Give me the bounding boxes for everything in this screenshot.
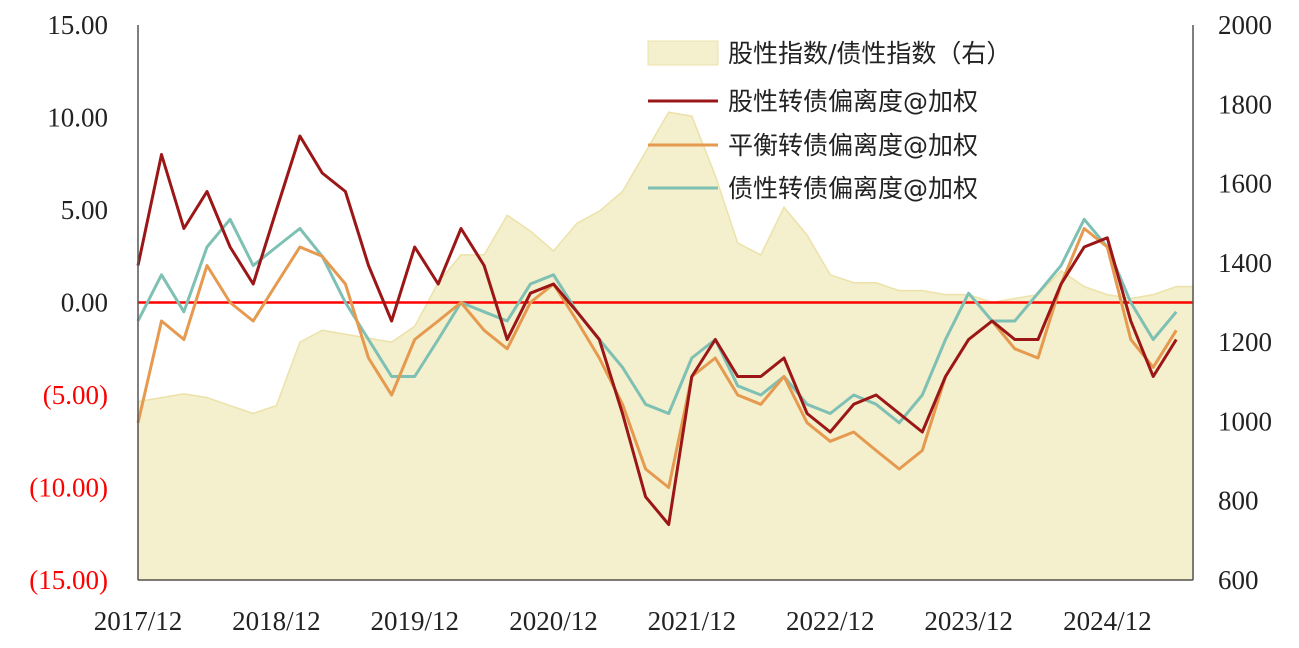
right-tick-label: 1200 — [1218, 327, 1272, 357]
left-y-axis: 15.00 10.00 5.00 0.00 (5.00) (10.00) (15.00) — [29, 10, 108, 595]
right-y-axis: 2000 1800 1600 1400 1200 1000 800 600 — [1218, 10, 1272, 595]
x-tick-label: 2019/12 — [370, 606, 459, 636]
legend-label: 股性转债偏离度@加权 — [728, 87, 978, 116]
x-tick-label: 2020/12 — [509, 606, 598, 636]
stock-bond-ratio-area — [137, 111, 1194, 581]
legend-swatch-stock-bond-ratio — [647, 40, 719, 66]
legend-label: 平衡转债偏离度@加权 — [728, 131, 978, 160]
plot-frame — [137, 25, 1194, 581]
right-tick-label: 1400 — [1218, 248, 1272, 278]
right-tick-label: 600 — [1218, 565, 1259, 595]
left-tick-label: (5.00) — [43, 380, 108, 410]
x-tick-label: 2018/12 — [232, 606, 321, 636]
x-tick-label: 2017/12 — [94, 606, 183, 636]
x-tick-label: 2021/12 — [648, 606, 737, 636]
left-tick-label: 5.00 — [61, 195, 108, 225]
right-tick-label: 800 — [1218, 486, 1259, 516]
x-axis: 2017/12 2018/12 2019/12 2020/12 2021/12 2022/… — [94, 606, 1152, 636]
deviation-lines-layer — [136, 134, 1178, 526]
balanced-deviation-line — [136, 227, 1178, 489]
legend-label: 股性指数/债性指数（右） — [728, 39, 1011, 68]
legend-label: 债性转债偏离度@加权 — [728, 174, 978, 203]
left-tick-label: 10.00 — [47, 103, 108, 133]
right-tick-label: 2000 — [1218, 10, 1272, 40]
left-tick-label: 0.00 — [61, 288, 108, 318]
bond-like-deviation-line — [136, 217, 1178, 425]
right-tick-label: 1800 — [1218, 89, 1272, 119]
legend: 股性指数/债性指数（右） 股性转债偏离度@加权平衡转债偏离度@加权债性转债偏离度@… — [647, 39, 1011, 203]
x-tick-label: 2022/12 — [786, 606, 875, 636]
stock-bond-ratio-area-layer — [137, 111, 1194, 581]
right-tick-label: 1000 — [1218, 406, 1272, 436]
left-tick-label: (10.00) — [29, 473, 108, 503]
stock-like-deviation-line — [136, 134, 1178, 526]
left-tick-label: 15.00 — [47, 10, 108, 40]
right-tick-label: 1600 — [1218, 169, 1272, 199]
left-tick-label: (15.00) — [29, 565, 108, 595]
x-tick-label: 2023/12 — [924, 606, 1013, 636]
x-tick-label: 2024/12 — [1063, 606, 1152, 636]
